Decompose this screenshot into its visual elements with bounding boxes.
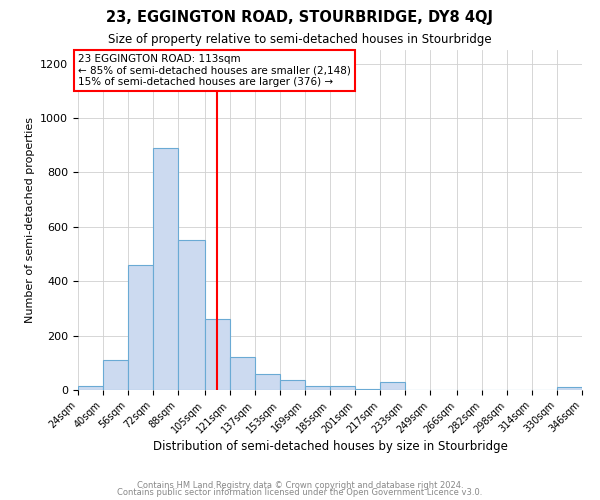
Bar — [103, 360, 128, 390]
Bar — [153, 148, 178, 390]
Bar — [330, 386, 355, 390]
Text: Size of property relative to semi-detached houses in Stourbridge: Size of property relative to semi-detach… — [108, 32, 492, 46]
Bar — [78, 386, 103, 390]
Bar — [557, 388, 582, 390]
Bar — [280, 380, 305, 390]
Bar — [230, 358, 255, 390]
Text: Contains public sector information licensed under the Open Government Licence v3: Contains public sector information licen… — [118, 488, 482, 497]
Text: 23, EGGINGTON ROAD, STOURBRIDGE, DY8 4QJ: 23, EGGINGTON ROAD, STOURBRIDGE, DY8 4QJ — [107, 10, 493, 25]
Bar — [305, 386, 330, 390]
Y-axis label: Number of semi-detached properties: Number of semi-detached properties — [25, 117, 35, 323]
Bar — [178, 240, 205, 390]
Text: 23 EGGINGTON ROAD: 113sqm
← 85% of semi-detached houses are smaller (2,148)
15% : 23 EGGINGTON ROAD: 113sqm ← 85% of semi-… — [78, 54, 351, 88]
Bar — [380, 382, 405, 390]
Bar — [355, 388, 380, 390]
Bar — [128, 265, 153, 390]
Text: Contains HM Land Registry data © Crown copyright and database right 2024.: Contains HM Land Registry data © Crown c… — [137, 480, 463, 490]
Bar — [255, 374, 280, 390]
X-axis label: Distribution of semi-detached houses by size in Stourbridge: Distribution of semi-detached houses by … — [152, 440, 508, 453]
Bar — [205, 320, 230, 390]
